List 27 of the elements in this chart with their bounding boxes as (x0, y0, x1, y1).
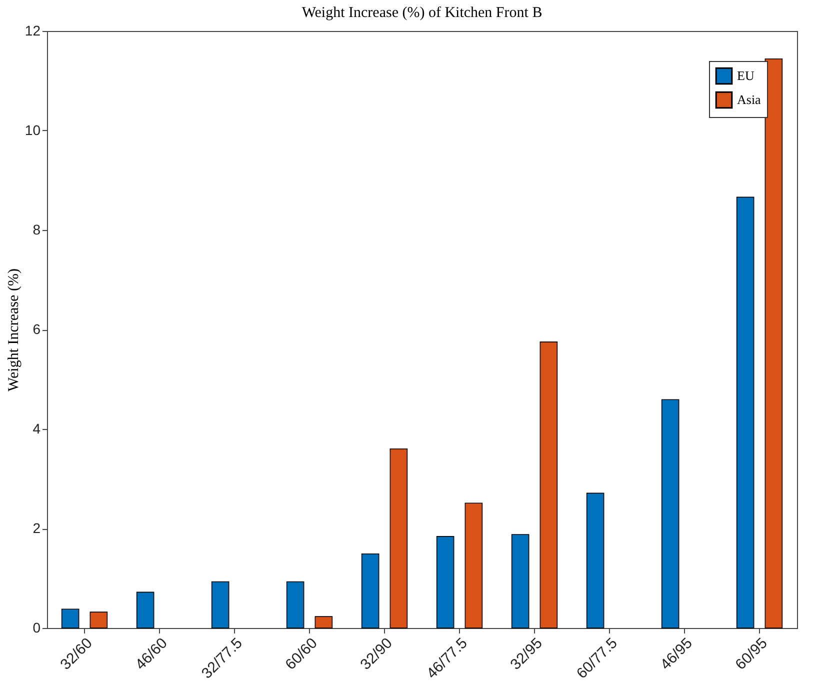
chart-title: Weight Increase (%) of Kitchen Front B (302, 5, 542, 21)
bar (390, 448, 408, 628)
bar (361, 553, 380, 628)
bar (464, 502, 483, 628)
y-axis-title: Weight Increase (%) (6, 268, 22, 392)
y-tick-label: 6 (32, 321, 41, 337)
y-tick-label: 4 (32, 420, 41, 436)
bar (736, 196, 754, 628)
y-tick-label: 8 (32, 222, 41, 238)
bar (136, 592, 154, 628)
y-tick-label: 0 (32, 620, 41, 636)
legend-label: Asia (737, 92, 762, 107)
y-tick-label: 2 (32, 520, 41, 536)
legend-label: EU (737, 68, 755, 83)
bar (436, 536, 454, 628)
y-tick-label: 12 (24, 22, 41, 38)
bar (540, 342, 558, 628)
bar (586, 492, 604, 628)
bar (211, 581, 230, 628)
y-tick-label: 10 (24, 122, 41, 138)
bar (661, 399, 680, 628)
bar (764, 58, 783, 628)
bar (314, 616, 333, 628)
bar (511, 534, 530, 628)
bar (90, 612, 108, 628)
bar (61, 608, 80, 628)
bar (286, 581, 304, 628)
